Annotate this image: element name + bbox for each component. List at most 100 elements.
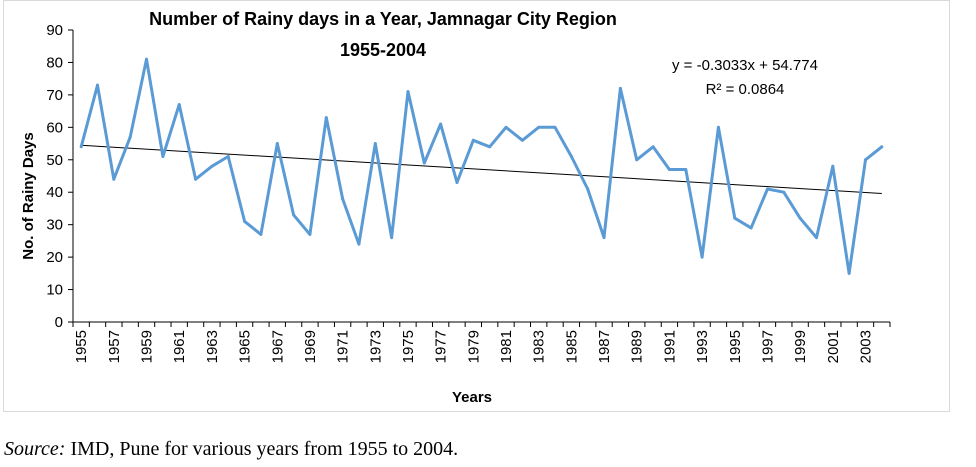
- y-tick-label: 30: [46, 217, 63, 234]
- y-tick-label: 90: [46, 22, 63, 39]
- x-tick-label: 1995: [727, 330, 744, 363]
- y-tick-label: 80: [46, 54, 63, 71]
- x-tick-label: 1973: [367, 330, 384, 363]
- x-tick-label: 1969: [302, 330, 319, 363]
- linear-trendline: [81, 144, 882, 194]
- y-tick-label: 20: [46, 249, 63, 266]
- data-point: [422, 161, 426, 165]
- data-point: [863, 158, 867, 162]
- x-tick-label: 1979: [465, 330, 482, 363]
- data-point: [308, 232, 312, 236]
- data-point: [341, 197, 345, 201]
- x-tick-label: 1993: [694, 330, 711, 363]
- x-tick-label: 1983: [531, 330, 548, 363]
- y-tick-label: 0: [55, 314, 63, 331]
- x-tick-label: 1981: [498, 330, 515, 363]
- data-point: [357, 242, 361, 246]
- x-tick-label: 1977: [433, 330, 450, 363]
- data-point: [749, 226, 753, 230]
- data-point: [782, 190, 786, 194]
- x-tick-label: 1975: [400, 330, 417, 363]
- data-point: [586, 187, 590, 191]
- x-tick-label: 1955: [73, 330, 90, 363]
- data-point: [292, 213, 296, 217]
- data-point: [553, 125, 557, 129]
- y-axis: 0 10 20 30 40 50 60 70 80 90: [46, 22, 74, 331]
- data-point: [684, 168, 688, 172]
- data-point: [226, 155, 230, 159]
- y-tick-label: 60: [46, 119, 63, 136]
- data-point: [814, 236, 818, 240]
- data-point: [618, 86, 622, 90]
- data-point: [145, 57, 149, 61]
- y-tick-label: 40: [46, 184, 63, 201]
- data-point: [569, 155, 573, 159]
- x-tick-label: 1961: [171, 330, 188, 363]
- x-tick-label: 1971: [335, 330, 352, 363]
- data-point: [455, 180, 459, 184]
- x-tick-label: 2001: [825, 330, 842, 363]
- x-tick-label: 1965: [237, 330, 254, 363]
- y-tick-label: 50: [46, 152, 63, 169]
- data-point: [390, 236, 394, 240]
- data-point: [831, 164, 835, 168]
- data-point: [406, 90, 410, 94]
- data-point: [259, 232, 263, 236]
- y-tick-label: 10: [46, 282, 63, 299]
- data-point: [651, 145, 655, 149]
- data-point: [128, 135, 132, 139]
- data-point: [373, 142, 377, 146]
- plot-area: [79, 57, 884, 275]
- data-point: [635, 158, 639, 162]
- x-axis-label: Years: [452, 389, 492, 406]
- data-point: [439, 122, 443, 126]
- x-tick-label: 1959: [139, 330, 156, 363]
- data-point: [112, 177, 116, 181]
- source-text: IMD, Pune for various years from 1955 to…: [65, 438, 459, 460]
- data-point: [700, 255, 704, 259]
- source-label: Source:: [4, 438, 66, 460]
- data-point: [798, 216, 802, 220]
- data-point: [210, 164, 214, 168]
- data-point: [520, 138, 524, 142]
- x-tick-label: 1997: [759, 330, 776, 363]
- data-point: [537, 125, 541, 129]
- x-tick-label: 1963: [204, 330, 221, 363]
- x-tick-label: 1985: [563, 330, 580, 363]
- data-point: [243, 219, 247, 223]
- y-axis-label: No. of Rainy Days: [20, 132, 37, 260]
- chart-title-line1: Number of Rainy days in a Year, Jamnagar…: [149, 9, 617, 29]
- x-tick-label: 1987: [596, 330, 613, 363]
- data-point: [161, 155, 165, 159]
- data-point: [324, 116, 328, 120]
- data-point: [194, 177, 198, 181]
- data-point: [716, 125, 720, 129]
- data-point: [765, 187, 769, 191]
- x-tick-label: 1989: [629, 330, 646, 363]
- x-axis: 1955 1957 1959 1961 1963 1965 1967 1969 1971 1973…: [72, 321, 891, 363]
- data-point: [880, 145, 884, 149]
- data-point: [504, 125, 508, 129]
- series-line: [79, 57, 883, 275]
- trendline-r-squared: R² = 0.0864: [706, 81, 785, 98]
- data-point: [733, 216, 737, 220]
- data-point: [275, 142, 279, 146]
- source-note: Source: IMD, Pune for various years from…: [4, 438, 458, 461]
- data-point: [602, 236, 606, 240]
- chart-title-line2: 1955-2004: [340, 40, 426, 60]
- data-point: [177, 103, 181, 107]
- x-tick-label: 1991: [661, 330, 678, 363]
- data-point: [471, 138, 475, 142]
- data-point: [79, 145, 83, 149]
- trendline-equation: y = -0.3033x + 54.774: [672, 57, 818, 74]
- data-point: [847, 271, 851, 275]
- data-point: [488, 145, 492, 149]
- data-point: [667, 168, 671, 172]
- y-tick-label: 70: [46, 87, 63, 104]
- x-tick-label: 2003: [857, 330, 874, 363]
- x-tick-label: 1967: [269, 330, 286, 363]
- data-point: [96, 83, 100, 87]
- x-tick-label: 1957: [106, 330, 123, 363]
- x-tick-label: 1999: [792, 330, 809, 363]
